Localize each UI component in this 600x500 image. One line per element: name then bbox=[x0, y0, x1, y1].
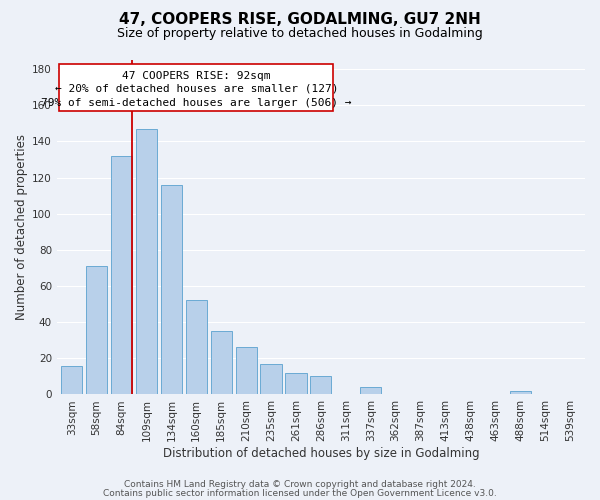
Bar bbox=[310, 376, 331, 394]
Bar bbox=[61, 366, 82, 394]
X-axis label: Distribution of detached houses by size in Godalming: Distribution of detached houses by size … bbox=[163, 447, 479, 460]
Bar bbox=[111, 156, 132, 394]
Bar bbox=[86, 266, 107, 394]
Bar bbox=[136, 128, 157, 394]
Bar bbox=[186, 300, 207, 394]
Text: Contains HM Land Registry data © Crown copyright and database right 2024.: Contains HM Land Registry data © Crown c… bbox=[124, 480, 476, 489]
Bar bbox=[260, 364, 281, 394]
Text: 47, COOPERS RISE, GODALMING, GU7 2NH: 47, COOPERS RISE, GODALMING, GU7 2NH bbox=[119, 12, 481, 28]
Text: 79% of semi-detached houses are larger (506) →: 79% of semi-detached houses are larger (… bbox=[41, 98, 352, 108]
Text: 47 COOPERS RISE: 92sqm: 47 COOPERS RISE: 92sqm bbox=[122, 71, 271, 81]
Bar bbox=[161, 184, 182, 394]
Bar bbox=[509, 391, 531, 394]
Bar bbox=[211, 331, 232, 394]
Text: ← 20% of detached houses are smaller (127): ← 20% of detached houses are smaller (12… bbox=[55, 84, 338, 94]
FancyBboxPatch shape bbox=[59, 64, 334, 110]
Bar bbox=[360, 387, 382, 394]
Bar bbox=[286, 373, 307, 394]
Text: Contains public sector information licensed under the Open Government Licence v3: Contains public sector information licen… bbox=[103, 488, 497, 498]
Bar bbox=[236, 348, 257, 395]
Text: Size of property relative to detached houses in Godalming: Size of property relative to detached ho… bbox=[117, 28, 483, 40]
Y-axis label: Number of detached properties: Number of detached properties bbox=[15, 134, 28, 320]
